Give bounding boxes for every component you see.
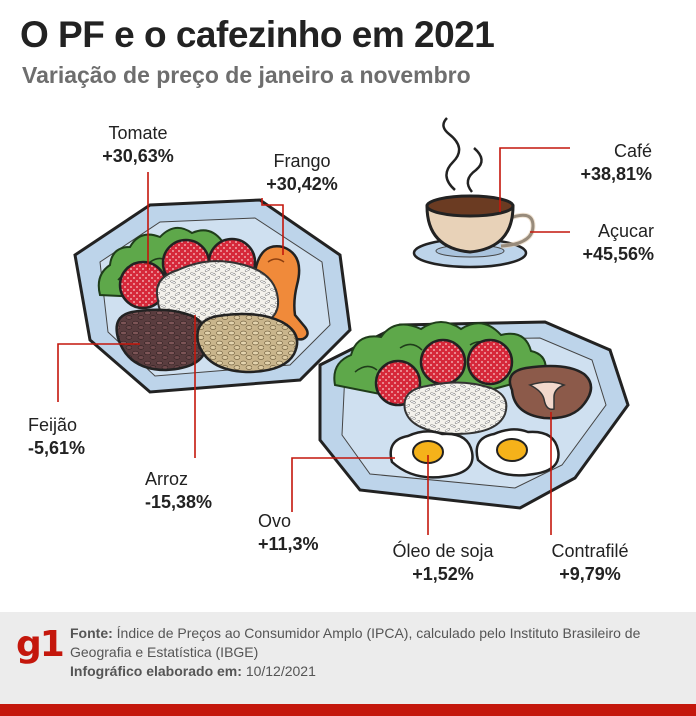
label-oleo-value: +1,52% [412,564,474,584]
label-frango-value: +30,42% [266,174,338,194]
leader-line-cafe [499,147,570,212]
label-cafe-name: Café [613,141,652,161]
label-ovo-name: Ovo [258,511,292,531]
plate-2 [318,320,630,510]
date-label: Infográfico elaborado em: [70,663,242,679]
source-text: Índice de Preços ao Consumidor Amplo (IP… [70,625,641,660]
infographic-subtitle: Variação de preço de janeiro a novembro [22,62,471,88]
label-contrafile-name: Contrafilé [551,541,629,561]
source-note: Fonte: Índice de Preços ao Consumidor Am… [70,624,670,681]
food-illustration [57,117,630,535]
g1-logo: g1 [16,624,65,665]
footer: g1 Fonte: Índice de Preços ao Consumidor… [0,612,696,704]
steak [508,364,593,420]
label-cafe-value: +38,81% [580,164,652,184]
leader-lines [57,147,570,535]
leader-line-frango [261,198,284,255]
plate-1 [73,198,352,394]
infographic-title: O PF e o cafezinho em 2021 [20,14,495,55]
label-contrafile-value: +9,79% [559,564,621,584]
date-text: 10/12/2021 [245,663,316,679]
source-label: Fonte: [70,625,113,641]
label-tomate-value: +30,63% [102,146,174,166]
label-acucar-name: Açucar [597,221,654,241]
leader-line-feijao [57,343,140,402]
label-acucar: Açucar +45,56% [582,220,654,266]
label-arroz-value: -15,38% [145,492,213,512]
label-contrafile: Contrafilé +9,79% [551,540,628,586]
label-arroz-name: Arroz [145,469,189,489]
label-oleo: Óleo de soja +1,52% [392,540,493,586]
label-arroz: Arroz -15,38% [145,468,212,514]
footer-accent-bar [0,704,696,716]
label-ovo-value: +11,3% [258,534,319,554]
label-feijao-name: Feijão [28,415,78,435]
leader-line-ovo [291,457,395,512]
label-acucar-value: +45,56% [582,244,654,264]
fried-eggs [389,428,560,479]
label-feijao-value: -5,61% [28,438,86,458]
label-tomate-name: Tomate [108,123,168,143]
label-ovo: Ovo +11,3% [258,510,319,556]
label-cafe: Café +38,81% [580,140,652,186]
label-feijao: Feijão -5,61% [28,414,85,460]
label-frango: Frango +30,42% [266,150,338,196]
label-tomate: Tomate +30,63% [102,122,174,168]
label-frango-name: Frango [273,151,331,171]
label-oleo-name: Óleo de soja [392,541,494,561]
coffee-cup [412,117,536,269]
